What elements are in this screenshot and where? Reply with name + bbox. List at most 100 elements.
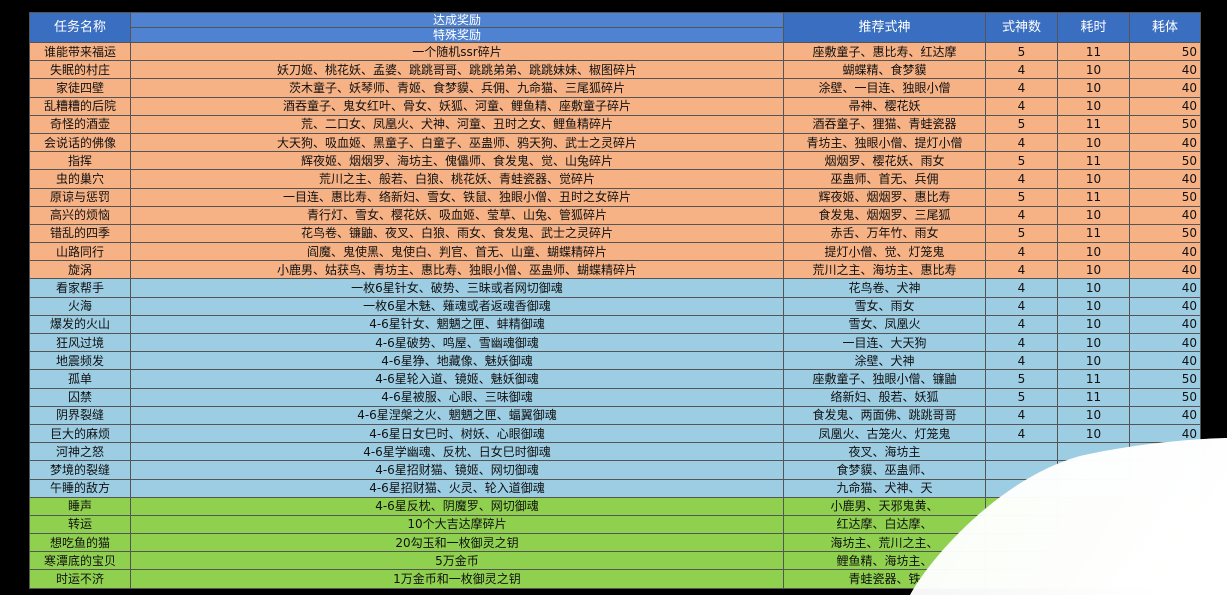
time-cell: 11 xyxy=(1057,151,1130,171)
shiki-cell: 络新妇、般若、妖狐 xyxy=(783,387,986,407)
count-cell: 4 xyxy=(985,314,1058,335)
count-cell xyxy=(985,514,1058,535)
reward-cell: 大天狗、吸血姬、黑童子、白童子、巫蛊师、鸦天狗、武士之灵碎片 xyxy=(130,132,784,153)
task-name-cell: 囚禁 xyxy=(29,387,131,407)
stamina-cell: 50 xyxy=(1129,151,1201,171)
reward-cell: 4-6星招财猫、镜姬、网切御魂 xyxy=(130,460,784,480)
reward-cell: 4-6星轮入道、镜姬、魅妖御魂 xyxy=(130,369,784,389)
stamina-cell: 40 xyxy=(1129,132,1201,153)
task-name-cell: 家徒四壁 xyxy=(29,78,131,98)
task-name-cell: 错乱的四季 xyxy=(29,223,131,244)
task-name-cell: 地震频发 xyxy=(29,351,131,371)
shiki-cell: 座敷童子、惠比寿、红达摩 xyxy=(783,41,986,62)
stamina-cell xyxy=(1129,569,1201,589)
task-name-cell: 会说话的佛像 xyxy=(29,132,131,153)
task-name-cell: 虫的巢穴 xyxy=(29,169,131,189)
count-cell: 4 xyxy=(985,78,1058,98)
time-cell xyxy=(1057,442,1130,462)
task-name-cell: 火海 xyxy=(29,296,131,316)
count-cell: 4 xyxy=(985,296,1058,316)
time-cell xyxy=(1057,460,1130,480)
table-row: 会说话的佛像 大天狗、吸血姬、黑童子、白童子、巫蛊师、鸦天狗、武士之灵碎片 青坊主、… xyxy=(29,132,1201,153)
shiki-cell: 帚神、樱花妖 xyxy=(783,96,986,116)
count-cell: 4 xyxy=(985,278,1058,298)
stamina-cell: 40 xyxy=(1129,205,1201,225)
table-row: 原谅与惩罚 一目连、惠比寿、络新妇、雪女、铁鼠、独眼小僧、丑时之女碎片 辉夜姬、烟烟… xyxy=(29,187,1201,207)
time-cell: 10 xyxy=(1057,296,1130,316)
time-cell: 10 xyxy=(1057,332,1130,353)
shiki-cell: 凤凰火、古笼火、灯笼鬼 xyxy=(783,423,986,444)
time-cell xyxy=(1057,478,1130,498)
table-row: 孤单 4-6星轮入道、镜姬、魅妖御魂 座敷童子、独眼小僧、镰鼬 5 11 50 xyxy=(29,369,1201,389)
count-cell: 4 xyxy=(985,351,1058,371)
reward-cell: 4-6星反枕、阴魔罗、网切御魂 xyxy=(130,496,784,516)
shiki-cell: 红达摩、白达摩、 xyxy=(783,514,986,535)
stamina-cell xyxy=(1129,460,1201,480)
table-row: 寒潭底的宝贝 5万金币 鲤鱼精、海坊主、 xyxy=(29,551,1201,571)
count-cell: 4 xyxy=(985,96,1058,116)
table-row: 爆发的火山 4-6星针女、魍魉之匣、蚌精御魂 雪女、凤凰火 4 10 40 xyxy=(29,314,1201,335)
time-cell: 11 xyxy=(1057,187,1130,207)
task-name-cell: 爆发的火山 xyxy=(29,314,131,335)
table-row: 家徒四壁 茨木童子、妖琴师、青姬、食梦貘、兵佣、九命猫、三尾狐碎片 涂壁、一目连、独… xyxy=(29,78,1201,98)
count-cell xyxy=(985,569,1058,589)
time-cell xyxy=(1057,551,1130,571)
task-name-cell: 失眠的村庄 xyxy=(29,60,131,80)
time-cell xyxy=(1057,569,1130,589)
shiki-cell: 酒吞童子、狸猫、青蛙瓷器 xyxy=(783,114,986,134)
task-name-cell: 阴界裂缝 xyxy=(29,405,131,425)
count-cell: 4 xyxy=(985,169,1058,189)
stamina-cell xyxy=(1129,442,1201,462)
time-cell: 10 xyxy=(1057,78,1130,98)
time-cell: 11 xyxy=(1057,41,1130,62)
shiki-cell: 辉夜姬、烟烟罗、惠比寿 xyxy=(783,187,986,207)
task-name-cell: 狂风过境 xyxy=(29,332,131,353)
reward-cell: 5万金币 xyxy=(130,551,784,571)
count-cell xyxy=(985,442,1058,462)
count-cell: 5 xyxy=(985,151,1058,171)
shiki-cell: 巫蛊师、首无、兵佣 xyxy=(783,169,986,189)
header-reward: 达成奖励 xyxy=(130,12,784,28)
stamina-cell: 40 xyxy=(1129,278,1201,298)
header-special-reward: 特殊奖励 xyxy=(130,27,784,43)
time-cell: 11 xyxy=(1057,369,1130,389)
shiki-cell: 提灯小僧、觉、灯笼鬼 xyxy=(783,242,986,262)
count-cell: 5 xyxy=(985,114,1058,134)
reward-cell: 4-6星学幽魂、反枕、日女巳时御魂 xyxy=(130,442,784,462)
table-row: 阴界裂缝 4-6星涅槃之火、魍魉之匣、蝠翼御魂 食发鬼、两面佛、跳跳哥哥 4 10 40 xyxy=(29,405,1201,425)
shiki-cell: 雪女、雨女 xyxy=(783,296,986,316)
time-cell: 10 xyxy=(1057,314,1130,335)
stamina-cell: 50 xyxy=(1129,369,1201,389)
shiki-cell: 荒川之主、海坊主、惠比寿 xyxy=(783,260,986,280)
task-name-cell: 高兴的烦恼 xyxy=(29,205,131,225)
task-name-cell: 孤单 xyxy=(29,369,131,389)
table-row: 囚禁 4-6星被服、心眼、三味御魂 络新妇、般若、妖狐 5 11 50 xyxy=(29,387,1201,407)
shiki-cell: 涂壁、一目连、独眼小僧 xyxy=(783,78,986,98)
shiki-cell: 九命猫、犬神、天 xyxy=(783,478,986,498)
reward-cell: 4-6星针女、魍魉之匣、蚌精御魂 xyxy=(130,314,784,335)
task-name-cell: 河神之怒 xyxy=(29,442,131,462)
table-row: 旋涡 小鹿男、姑获鸟、青坊主、惠比寿、独眼小僧、巫蛊师、蝴蝶精碎片 荒川之主、海坊主… xyxy=(29,260,1201,280)
shiki-cell: 烟烟罗、樱花妖、雨女 xyxy=(783,151,986,171)
table-row: 谁能带来福运 一个随机ssr碎片 座敷童子、惠比寿、红达摩 5 11 50 xyxy=(29,41,1201,62)
shiki-cell: 青蛙瓷器、铁 xyxy=(783,569,986,589)
reward-cell: 10个大吉达摩碎片 xyxy=(130,514,784,535)
shiki-cell: 花鸟卷、犬神 xyxy=(783,278,986,298)
table-row: 火海 一枚6星木魅、薙魂或者返魂香御魂 雪女、雨女 4 10 40 xyxy=(29,296,1201,316)
reward-cell: 4-6星涅槃之火、魍魉之匣、蝠翼御魂 xyxy=(130,405,784,425)
stamina-cell: 40 xyxy=(1129,296,1201,316)
reward-cell: 茨木童子、妖琴师、青姬、食梦貘、兵佣、九命猫、三尾狐碎片 xyxy=(130,78,784,98)
time-cell xyxy=(1057,533,1130,553)
table-row: 错乱的四季 花鸟卷、镰鼬、夜叉、白狼、雨女、食发鬼、武士之灵碎片 赤舌、万年竹、雨女… xyxy=(29,223,1201,244)
stamina-cell: 40 xyxy=(1129,332,1201,353)
table-row: 梦境的裂缝 4-6星招财猫、镜姬、网切御魂 食梦貘、巫蛊师、 xyxy=(29,460,1201,480)
time-cell: 10 xyxy=(1057,169,1130,189)
task-name-cell: 乱糟糟的后院 xyxy=(29,96,131,116)
shiki-cell: 涂壁、犬神 xyxy=(783,351,986,371)
task-name-cell: 旋涡 xyxy=(29,260,131,280)
reward-cell: 酒吞童子、鬼女红叶、骨女、妖狐、河童、鲤鱼精、座敷童子碎片 xyxy=(130,96,784,116)
reward-cell: 一目连、惠比寿、络新妇、雪女、铁鼠、独眼小僧、丑时之女碎片 xyxy=(130,187,784,207)
stamina-cell xyxy=(1129,551,1201,571)
table-row: 转运 10个大吉达摩碎片 红达摩、白达摩、 xyxy=(29,514,1201,535)
shiki-cell: 小鹿男、天邪鬼黄、 xyxy=(783,496,986,516)
